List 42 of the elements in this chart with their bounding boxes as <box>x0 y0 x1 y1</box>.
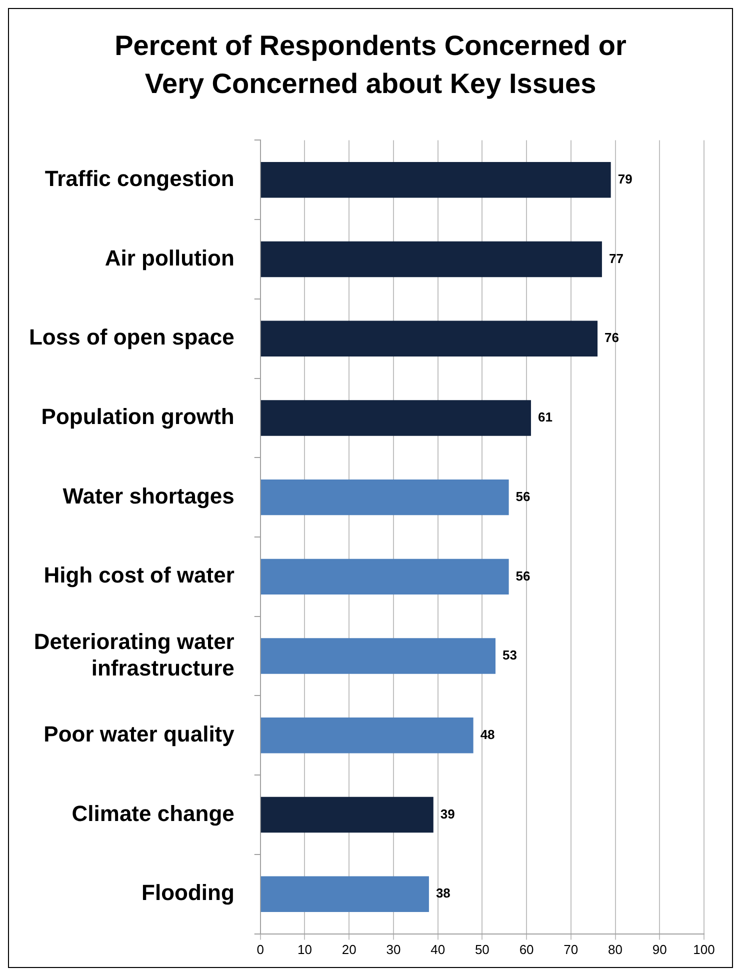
y-tick-label: Poor water quality <box>44 721 236 746</box>
x-tick-label: 50 <box>474 942 490 958</box>
y-tick-label: Deteriorating water infrastructure <box>34 628 235 680</box>
y-tick-label: Traffic congestion <box>44 166 234 191</box>
bar <box>260 558 509 595</box>
data-label: 77 <box>608 250 624 266</box>
data-label: 61 <box>538 410 552 425</box>
data-label: 53 <box>502 648 517 663</box>
y-tick-label: Climate change <box>72 800 234 826</box>
bar <box>260 320 598 356</box>
y-tick-label: Loss of open space <box>28 324 234 350</box>
y-tick-label: High cost of water <box>44 562 235 588</box>
chart-title: Percent of Respondents Concerned or Very Concerned about Key Issues <box>114 29 628 101</box>
x-tick-label: 80 <box>608 942 623 958</box>
data-label: 56 <box>516 488 530 504</box>
y-tick-label: Water shortages <box>62 483 234 508</box>
x-tick-label: 0 <box>256 942 264 958</box>
data-label: 79 <box>618 171 632 186</box>
x-tick-label: 100 <box>693 942 715 958</box>
x-tick-label: 90 <box>652 942 667 958</box>
data-label: 76 <box>604 330 619 346</box>
x-tick-label: 40 <box>430 942 446 958</box>
bar <box>260 876 429 912</box>
bar <box>260 162 611 198</box>
data-label: 38 <box>436 886 450 901</box>
bar <box>260 479 509 516</box>
bar <box>260 400 531 436</box>
y-tick-label: Flooding <box>142 880 234 906</box>
data-label: 39 <box>440 806 455 822</box>
bar <box>260 718 474 754</box>
x-tick-label: 10 <box>298 942 312 958</box>
bar <box>260 638 496 674</box>
bar <box>260 796 434 833</box>
data-label: 48 <box>480 726 495 742</box>
data-label: 56 <box>516 568 530 584</box>
x-tick-label: 20 <box>342 942 356 958</box>
x-tick-label: 30 <box>386 942 401 958</box>
x-tick-label: 60 <box>519 942 534 958</box>
bar <box>260 241 602 278</box>
y-tick-label: Population growth <box>41 404 234 430</box>
x-tick-label: 70 <box>564 942 578 958</box>
y-tick-label: Air pollution <box>104 245 234 270</box>
